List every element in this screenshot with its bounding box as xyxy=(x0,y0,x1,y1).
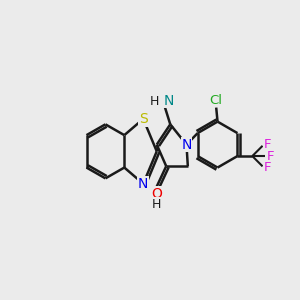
Text: F: F xyxy=(266,150,274,163)
Text: F: F xyxy=(264,138,271,151)
Text: N: N xyxy=(163,94,174,108)
Text: O: O xyxy=(151,187,162,201)
Text: F: F xyxy=(264,161,271,174)
Text: Cl: Cl xyxy=(210,94,223,106)
Text: N: N xyxy=(138,177,148,191)
Text: N: N xyxy=(181,138,192,152)
Text: H: H xyxy=(152,197,161,211)
Text: H: H xyxy=(150,95,160,108)
Text: S: S xyxy=(139,112,148,126)
